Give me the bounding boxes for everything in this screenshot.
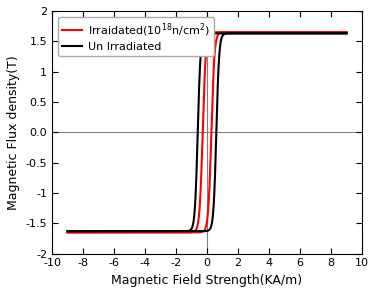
Y-axis label: Magnetic Flux density(T): Magnetic Flux density(T) [7, 55, 20, 210]
X-axis label: Magnetic Field Strength(KA/m): Magnetic Field Strength(KA/m) [111, 274, 303, 287]
Un Irradiated [114, 229, 118, 233]
Irraidated(10$^{18}$n/cm$^2$) [184, 230, 189, 234]
Line: Un Irradiated: Un Irradiated [67, 34, 347, 231]
Un Irradiated [65, 229, 70, 233]
Un Irradiated [97, 229, 102, 233]
Un Irradiated [309, 32, 313, 35]
Un Irradiated [339, 32, 343, 35]
Un Irradiated [344, 32, 349, 35]
Irraidated(10$^{18}$n/cm$^2$) [172, 230, 177, 234]
Irraidated(10$^{18}$n/cm$^2$) [65, 230, 70, 234]
Line: Irraidated(10$^{18}$n/cm$^2$): Irraidated(10$^{18}$n/cm$^2$) [67, 32, 347, 232]
Irraidated(10$^{18}$n/cm$^2$) [114, 230, 118, 234]
Irraidated(10$^{18}$n/cm$^2$) [309, 30, 313, 34]
Irraidated(10$^{18}$n/cm$^2$) [259, 30, 264, 34]
Un Irradiated [249, 32, 253, 35]
Irraidated(10$^{18}$n/cm$^2$) [339, 30, 343, 34]
Legend: Irraidated(10$^{18}$n/cm$^2$), Un Irradiated: Irraidated(10$^{18}$n/cm$^2$), Un Irradi… [58, 16, 214, 56]
Un Irradiated [172, 229, 177, 233]
Irraidated(10$^{18}$n/cm$^2$) [344, 30, 349, 34]
Un Irradiated [184, 229, 189, 233]
Irraidated(10$^{18}$n/cm$^2$) [97, 230, 102, 234]
